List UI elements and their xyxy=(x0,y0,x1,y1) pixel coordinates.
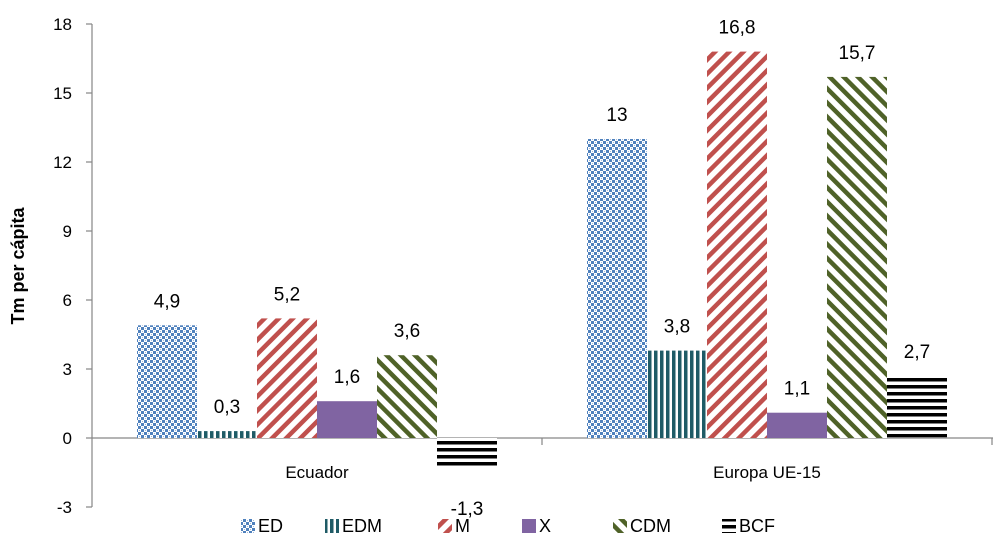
legend-label: EDM xyxy=(342,516,382,536)
data-label: 5,2 xyxy=(274,284,300,305)
y-tick-label: 12 xyxy=(53,153,72,172)
legend-label: M xyxy=(455,516,470,536)
data-label: 3,6 xyxy=(394,321,420,342)
data-label: 16,8 xyxy=(719,18,756,39)
legend-item-cdm: CDM xyxy=(613,516,671,536)
bar-ed-ecuador xyxy=(137,325,197,438)
legend-swatch xyxy=(438,519,452,533)
legend-label: ED xyxy=(258,516,283,536)
category-label: Europa UE-15 xyxy=(713,463,821,482)
y-tick-label: 9 xyxy=(63,222,72,241)
legend-item-bcf: BCF xyxy=(722,516,775,536)
y-tick-label: 0 xyxy=(63,429,72,448)
category-labels: Ecuador Europa UE-15 xyxy=(285,463,821,482)
legend-item-edm: EDM xyxy=(325,516,382,536)
y-ticks: -3 0 3 6 9 12 15 18 xyxy=(53,15,92,517)
legend-swatch xyxy=(722,519,736,533)
bar-x-europa xyxy=(767,412,827,438)
legend-label: X xyxy=(539,516,551,536)
data-label: 13 xyxy=(606,105,627,126)
y-tick-label: 18 xyxy=(53,15,72,34)
legend-label: CDM xyxy=(630,516,671,536)
bar-m-europa xyxy=(707,51,767,438)
data-label: 1,6 xyxy=(334,367,360,388)
bar-bcf-europa xyxy=(887,375,947,438)
y-tick-label: 15 xyxy=(53,84,72,103)
category-label: Ecuador xyxy=(285,463,349,482)
legend-swatch xyxy=(325,519,339,533)
legend-item-ed: ED xyxy=(241,516,283,536)
bar-bcf-ecuador xyxy=(437,438,497,468)
legend-swatch xyxy=(613,519,627,533)
bar-ed-europa xyxy=(587,139,647,438)
data-label: 4,9 xyxy=(154,291,180,312)
bar-edm-europa xyxy=(647,350,707,438)
y-tick-label: 6 xyxy=(63,291,72,310)
data-label: 0,3 xyxy=(214,397,240,418)
bar-x-ecuador xyxy=(317,401,377,438)
bar-cdm-europa xyxy=(827,76,887,439)
y-tick-label: 3 xyxy=(63,360,72,379)
data-label: 1,1 xyxy=(784,379,810,400)
legend: ED EDM M X CDM BCF xyxy=(241,516,775,536)
bar-m-ecuador xyxy=(257,318,317,438)
data-labels: 4,9 0,3 5,2 1,6 3,6 -1,3 13 3,8 16,8 1,1 15,7 2,7 xyxy=(154,18,930,520)
legend-label: BCF xyxy=(739,516,775,536)
legend-item-x: X xyxy=(522,516,551,536)
bar-cdm-ecuador xyxy=(377,355,437,438)
data-label: 2,7 xyxy=(904,342,930,363)
data-label: 15,7 xyxy=(839,43,876,64)
bar-edm-ecuador xyxy=(197,431,257,438)
bars xyxy=(137,51,947,468)
y-axis-title: Tm per cápita xyxy=(8,206,28,324)
legend-swatch xyxy=(522,519,536,533)
legend-swatch xyxy=(241,519,255,533)
data-label: 3,8 xyxy=(664,317,690,338)
data-label: -1,3 xyxy=(451,499,484,520)
legend-item-m: M xyxy=(438,516,470,536)
y-tick-label: -3 xyxy=(57,498,72,517)
